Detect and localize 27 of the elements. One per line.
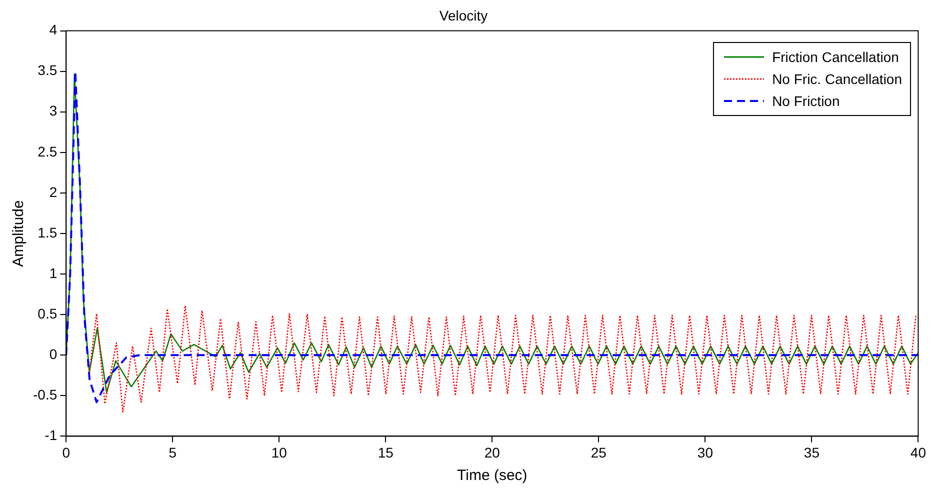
y-tick-label: 3.5 [38, 62, 58, 78]
x-tick-label: 40 [910, 444, 926, 460]
x-axis-title: Time (sec) [457, 467, 528, 484]
x-tick-label: 0 [62, 444, 70, 460]
y-tick-label: 1.5 [38, 224, 58, 240]
legend-label: No Fric. Cancellation [772, 71, 902, 87]
line-series [88, 305, 917, 413]
x-tick-label: 10 [271, 444, 288, 460]
x-tick-label: 30 [697, 444, 714, 460]
x-tick-label: 25 [590, 444, 607, 460]
x-tick-label: 5 [168, 444, 177, 460]
x-tick-label: 35 [804, 444, 820, 460]
x-tick-label: 15 [378, 444, 394, 460]
y-tick-label: 3 [49, 102, 58, 119]
y-tick-label: -1 [44, 427, 58, 444]
chart-title: Velocity [439, 7, 488, 24]
y-tick-label: 4 [49, 22, 58, 38]
y-tick-label: -0.5 [33, 386, 58, 403]
x-tick-label: 20 [484, 444, 500, 460]
y-axis-title: Amplitude [10, 200, 28, 267]
legend-label: Friction Cancellation [772, 49, 899, 65]
y-tick-label: 2.5 [38, 143, 58, 160]
y-tick-label: 1 [49, 264, 58, 281]
y-tick-label: 0 [49, 346, 58, 362]
y-tick-label: 0.5 [38, 305, 58, 322]
legend-label: No Friction [772, 93, 840, 109]
y-tick-label: 2 [49, 184, 58, 200]
